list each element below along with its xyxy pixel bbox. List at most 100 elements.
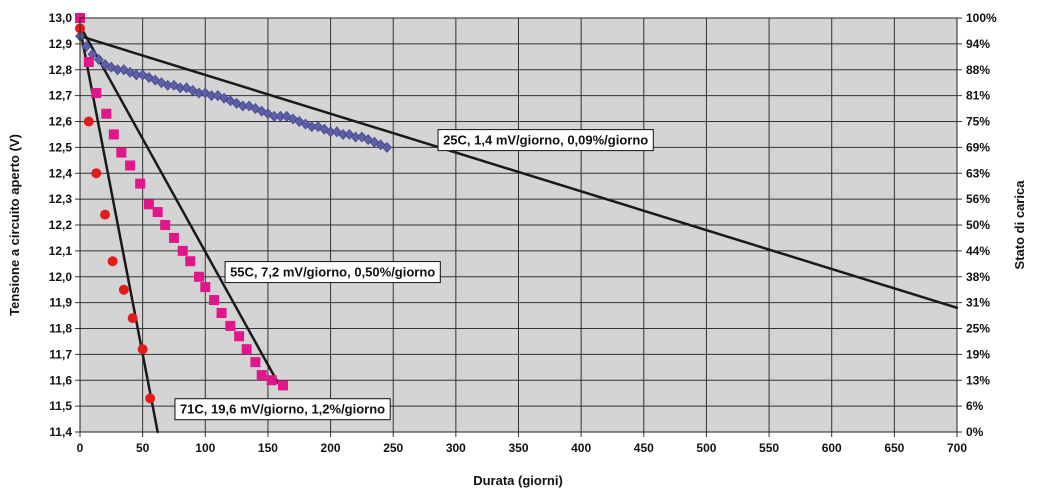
point-55C: [143, 199, 154, 210]
annotation-label: 71C, 19,6 mV/giorno, 1,2%/giorno: [180, 402, 385, 417]
point-71C: [145, 393, 156, 404]
y2-tick-label: 44%: [966, 244, 990, 258]
point-55C: [241, 344, 252, 355]
x-axis-title: Durata (giorni): [473, 473, 563, 488]
y-tick-label: 12,7: [49, 89, 73, 103]
y-tick-label: 12,2: [49, 218, 73, 232]
plot-border: [79, 17, 958, 433]
y-tick-label: 12,0: [49, 270, 73, 284]
y-tick-label: 12,4: [49, 166, 73, 180]
point-71C: [137, 344, 148, 355]
trendline-25C: [78, 34, 959, 310]
point-55C: [160, 220, 171, 230]
y2-tick-label: 38%: [966, 270, 990, 284]
x-tick-label: 700: [947, 441, 967, 455]
y-tick-label: 11,6: [49, 373, 72, 387]
point-55C: [277, 380, 288, 391]
grid: [79, 17, 958, 433]
x-tick-label: 650: [884, 441, 904, 455]
point-25C: [382, 141, 392, 153]
x-tick-label: 600: [822, 441, 842, 455]
annotation-label: 55C, 7,2 mV/giorno, 0,50%/giorno: [230, 265, 435, 280]
x-tick-label: 300: [446, 441, 466, 455]
y2-tick-label: 56%: [966, 192, 990, 206]
y-tick-label: 12,9: [49, 37, 73, 51]
x-tick-label: 100: [195, 441, 215, 455]
y-tick-label: 11,5: [49, 399, 72, 413]
point-55C: [116, 147, 127, 158]
point-55C: [108, 129, 119, 140]
annotation-box: [174, 398, 391, 421]
y2-tick-label: 88%: [966, 63, 990, 77]
point-55C: [185, 256, 196, 267]
y2-tick-label: 13%: [966, 373, 990, 387]
point-25C: [93, 53, 104, 65]
y2-tick-label: 19%: [966, 347, 990, 361]
x-axis-ticks: 0 50 100 150 200 250 300 350 400 450 500 550 600 650 7…: [77, 432, 967, 455]
y-tick-label: 12,6: [49, 115, 73, 129]
y-tick-label: 12,5: [49, 140, 73, 154]
point-55C: [250, 357, 261, 368]
point-55C: [152, 207, 163, 218]
y-tick-label: 12,1: [49, 244, 73, 258]
point-55C: [209, 295, 220, 306]
point-55C: [225, 320, 236, 331]
point-55C: [216, 307, 227, 318]
y2-tick-label: 0%: [966, 425, 984, 439]
point-55C: [101, 108, 112, 119]
point-25C: [81, 41, 92, 52]
y2-tick-label: 69%: [966, 140, 990, 154]
point-71C: [107, 256, 118, 267]
x-tick-label: 350: [508, 441, 528, 455]
x-tick-label: 250: [383, 441, 403, 455]
point-55C: [194, 271, 205, 282]
point-55C: [256, 370, 267, 381]
point-71C: [127, 313, 138, 324]
y2-tick-label: 75%: [966, 115, 990, 129]
x-tick-label: 400: [571, 441, 591, 455]
y-tick-label: 11,7: [49, 347, 72, 361]
annotation-25C: 25C, 1,4 mV/giorno, 0,09%/giorno: [437, 129, 654, 152]
point-55C: [234, 331, 245, 342]
annotation-label: 25C, 1,4 mV/giorno, 0,09%/giorno: [443, 133, 648, 148]
y-axis-ticks: 11,4 11,5 11,6 11,7 11,8 11,9 12,0 12,1 12,2 12,3…: [49, 11, 80, 439]
annotation-55C: 55C, 7,2 mV/giorno, 0,50%/giorno: [224, 261, 441, 284]
data-points: [75, 13, 392, 404]
y-tick-label: 12,3: [49, 192, 73, 206]
y2-tick-label: 94%: [966, 37, 990, 51]
x-tick-label: 550: [759, 441, 779, 455]
point-71C: [91, 168, 102, 179]
point-55C: [200, 282, 211, 293]
y-axis-title: Tensione a circuito aperto (V): [7, 134, 22, 316]
y2-tick-label: 81%: [966, 89, 990, 103]
y-tick-label: 13,0: [49, 11, 73, 25]
y2-tick-label: 31%: [966, 296, 990, 310]
y2-axis-title: Stato di carica: [1012, 180, 1027, 270]
point-71C: [100, 209, 111, 220]
y2-tick-label: 6%: [966, 399, 984, 413]
y-tick-label: 11,8: [49, 322, 72, 336]
point-55C: [135, 178, 146, 189]
y-tick-label: 12,8: [49, 63, 73, 77]
x-tick-label: 150: [258, 441, 278, 455]
annotations: 25C, 1,4 mV/giorno, 0,09%/giorno 55C, 7,2…: [174, 129, 654, 421]
x-tick-label: 500: [696, 441, 716, 455]
y2-axis-ticks: 0% 6% 13% 19% 25% 31% 38% 44% 50% 56% 63% 69% 75% 81%…: [957, 11, 997, 439]
y2-tick-label: 63%: [966, 166, 990, 180]
x-tick-label: 50: [136, 441, 150, 455]
y-tick-label: 11,4: [49, 425, 72, 439]
point-55C: [168, 232, 179, 243]
trendline-55C: [78, 24, 280, 385]
point-55C: [83, 56, 94, 67]
point-55C: [177, 245, 188, 256]
x-tick-label: 0: [77, 441, 84, 455]
point-55C: [266, 375, 277, 386]
x-tick-label: 450: [634, 441, 654, 455]
y2-tick-label: 50%: [966, 218, 990, 232]
annotation-71C: 71C, 19,6 mV/giorno, 1,2%/giorno: [174, 398, 391, 421]
y-tick-label: 11,9: [49, 296, 72, 310]
x-tick-label: 200: [321, 441, 341, 455]
annotation-box: [224, 261, 441, 284]
point-55C: [125, 160, 136, 171]
